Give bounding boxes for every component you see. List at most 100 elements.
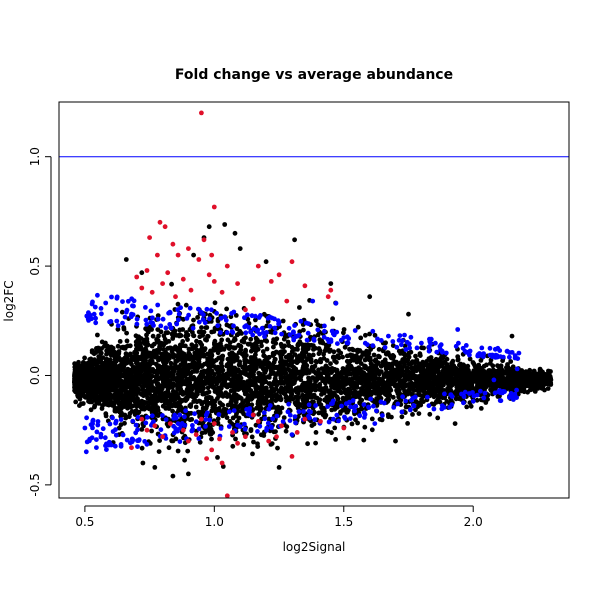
- data-point: [187, 356, 193, 362]
- data-point: [209, 329, 215, 335]
- data-point: [340, 383, 345, 388]
- data-point: [373, 357, 379, 363]
- data-point: [375, 391, 381, 396]
- data-point: [241, 379, 246, 385]
- data-point: [226, 367, 232, 373]
- data-point: [450, 358, 456, 364]
- data-point: [230, 443, 236, 449]
- data-point: [196, 329, 202, 335]
- data-point: [145, 342, 150, 348]
- data-point: [216, 406, 222, 411]
- data-point: [290, 388, 295, 393]
- data-point: [338, 409, 343, 415]
- data-point: [277, 350, 283, 355]
- data-point: [215, 350, 221, 356]
- data-point: [239, 331, 244, 336]
- data-point: [479, 366, 485, 372]
- data-point: [184, 387, 190, 392]
- data-point: [104, 357, 110, 362]
- data-point: [108, 352, 114, 358]
- data-point: [298, 387, 304, 392]
- data-point: [258, 373, 264, 378]
- data-point: [118, 372, 124, 378]
- data-point: [123, 354, 129, 360]
- data-point: [117, 393, 123, 399]
- data-point: [273, 378, 279, 384]
- data-point: [215, 416, 221, 422]
- data-point: [242, 391, 248, 397]
- data-point: [395, 389, 400, 395]
- data-point: [260, 349, 266, 354]
- data-point: [355, 420, 360, 426]
- data-point: [292, 352, 298, 357]
- data-point: [241, 442, 247, 448]
- data-point: [158, 329, 164, 335]
- data-point: [184, 395, 189, 401]
- data-point: [195, 315, 201, 320]
- data-point: [166, 365, 172, 371]
- data-point: [139, 427, 145, 432]
- data-point: [398, 381, 404, 386]
- data-point: [117, 339, 123, 344]
- data-point: [221, 409, 227, 415]
- data-point: [449, 371, 454, 377]
- data-point: [280, 318, 286, 324]
- data-point: [383, 340, 388, 346]
- data-point: [402, 376, 408, 382]
- data-point: [264, 346, 270, 352]
- data-point: [119, 309, 125, 315]
- data-point: [313, 358, 319, 364]
- data-point: [80, 401, 86, 406]
- data-point: [336, 348, 341, 353]
- data-point: [229, 403, 235, 409]
- data-point: [230, 372, 236, 378]
- data-point: [105, 345, 111, 351]
- data-point: [169, 281, 175, 287]
- data-point: [150, 385, 156, 390]
- data-point: [128, 359, 134, 365]
- data-point: [363, 332, 368, 338]
- data-point: [417, 351, 423, 357]
- data-point: [443, 365, 448, 370]
- data-point: [200, 390, 206, 395]
- data-point: [125, 343, 131, 349]
- data-point: [306, 375, 311, 381]
- data-point: [229, 395, 234, 400]
- data-point: [436, 394, 442, 400]
- data-point: [191, 317, 196, 323]
- data-point: [380, 348, 386, 354]
- data-point: [81, 360, 87, 366]
- data-point: [408, 349, 414, 355]
- data-point: [258, 378, 264, 383]
- data-point: [312, 363, 318, 369]
- data-point: [499, 377, 505, 383]
- data-point: [477, 379, 483, 384]
- data-point: [313, 430, 319, 435]
- data-point: [406, 388, 412, 393]
- data-point: [98, 350, 103, 356]
- data-point: [193, 385, 199, 390]
- data-point: [121, 325, 127, 330]
- points-layer: [72, 110, 554, 499]
- data-point: [222, 377, 228, 383]
- data-point: [227, 419, 233, 424]
- data-point: [168, 360, 174, 366]
- data-point: [224, 306, 230, 312]
- data-point: [187, 352, 193, 358]
- data-point: [205, 385, 211, 391]
- data-point: [386, 382, 392, 387]
- data-point: [224, 384, 230, 390]
- data-point: [288, 363, 294, 368]
- data-point: [143, 347, 149, 353]
- data-point: [456, 396, 461, 401]
- data-point: [361, 437, 367, 443]
- data-point: [192, 397, 198, 403]
- data-point: [233, 413, 239, 419]
- data-point: [157, 345, 162, 350]
- data-point: [170, 408, 176, 414]
- data-point: [283, 371, 289, 376]
- data-point: [406, 361, 412, 367]
- data-point: [342, 344, 348, 350]
- data-point: [198, 399, 204, 405]
